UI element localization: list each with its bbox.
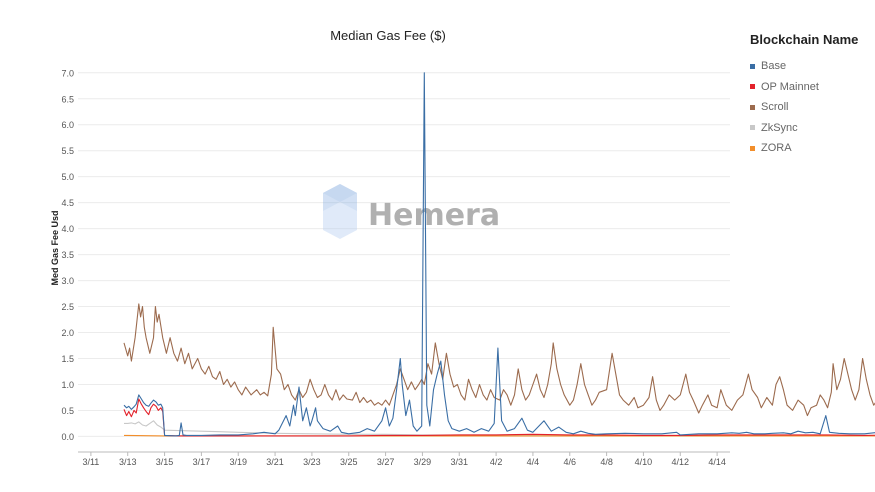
series-lines bbox=[123, 72, 875, 437]
legend-item[interactable]: Base bbox=[750, 56, 870, 77]
legend-item[interactable]: ZORA bbox=[750, 138, 870, 159]
x-tick-label: 3/19 bbox=[229, 457, 247, 467]
x-tick-label: 3/25 bbox=[340, 457, 358, 467]
legend-title: Blockchain Name bbox=[750, 32, 859, 47]
legend-swatch bbox=[750, 104, 755, 110]
y-axis-label: Med Gas Fee Usd bbox=[50, 210, 60, 285]
x-tick-label: 3/15 bbox=[156, 457, 174, 467]
legend-swatch bbox=[750, 125, 755, 131]
y-tick-label: 4.5 bbox=[61, 198, 74, 208]
y-tick-label: 3.5 bbox=[61, 250, 74, 260]
gridlines bbox=[78, 72, 730, 453]
series-line-base bbox=[123, 72, 875, 437]
legend-label: OP Mainnet bbox=[761, 80, 819, 93]
y-tick-label: 6.5 bbox=[61, 94, 74, 104]
x-tick-label: 3/13 bbox=[119, 457, 137, 467]
y-tick-label: 2.0 bbox=[61, 328, 74, 338]
legend-label: Base bbox=[761, 60, 787, 73]
y-tick-label: 4.0 bbox=[61, 224, 74, 234]
y-tick-label: 2.5 bbox=[61, 302, 74, 312]
chart-title: Median Gas Fee ($) bbox=[330, 28, 446, 43]
x-tick-label: 3/17 bbox=[193, 457, 211, 467]
x-tick-label: 3/21 bbox=[266, 457, 284, 467]
y-axis-ticks: 0.0 0.5 1.0 1.5 2.0 2.5 3.0 3.5 4.0 4.5 5.0 5.5 6.0 6… bbox=[61, 68, 74, 442]
series-line-scroll bbox=[123, 303, 875, 417]
legend-swatch bbox=[750, 84, 755, 90]
x-tick-label: 3/29 bbox=[414, 457, 432, 467]
y-tick-label: 6.0 bbox=[61, 120, 74, 130]
legend-item[interactable]: ZkSync bbox=[750, 118, 870, 139]
x-tick-label: 4/4 bbox=[527, 457, 540, 467]
series-line-op-mainnet bbox=[123, 398, 875, 437]
y-tick-label: 5.5 bbox=[61, 146, 74, 156]
x-axis-ticks: 3/11 3/13 3/15 3/17 3/19 3/21 3/23 3/25 3/27 3/29… bbox=[82, 452, 726, 467]
watermark: Hemera bbox=[323, 184, 500, 239]
x-tick-label: 3/31 bbox=[450, 457, 468, 467]
x-tick-label: 3/27 bbox=[377, 457, 395, 467]
y-tick-label: 0.0 bbox=[61, 432, 74, 442]
hemera-logo-icon bbox=[323, 184, 357, 239]
y-tick-label: 1.5 bbox=[61, 354, 74, 364]
x-tick-label: 4/10 bbox=[635, 457, 653, 467]
x-tick-label: 4/14 bbox=[708, 457, 726, 467]
x-tick-label: 4/8 bbox=[600, 457, 613, 467]
watermark-text: Hemera bbox=[368, 198, 500, 233]
legend-label: Scroll bbox=[761, 101, 789, 114]
x-tick-label: 3/23 bbox=[303, 457, 321, 467]
legend-label: ZORA bbox=[761, 142, 792, 155]
x-tick-label: 4/12 bbox=[672, 457, 690, 467]
legend-swatch bbox=[750, 145, 755, 151]
x-tick-label: 4/2 bbox=[490, 457, 503, 467]
legend-label: ZkSync bbox=[761, 121, 798, 134]
y-tick-label: 3.0 bbox=[61, 276, 74, 286]
x-tick-label: 4/6 bbox=[564, 457, 577, 467]
legend-items: Base OP Mainnet Scroll ZkSync ZORA bbox=[750, 56, 870, 159]
x-tick-label: 3/11 bbox=[82, 457, 99, 467]
legend: Blockchain Name Base OP Mainnet Scroll ZkSy… bbox=[750, 32, 870, 159]
series-line-zksync bbox=[124, 420, 875, 436]
legend-item[interactable]: Scroll bbox=[750, 97, 870, 118]
legend-swatch bbox=[750, 63, 755, 69]
y-tick-label: 7.0 bbox=[61, 68, 74, 78]
y-tick-label: 5.0 bbox=[61, 172, 74, 182]
y-tick-label: 1.0 bbox=[61, 380, 74, 390]
legend-item[interactable]: OP Mainnet bbox=[750, 77, 870, 98]
y-tick-label: 0.5 bbox=[61, 406, 74, 416]
